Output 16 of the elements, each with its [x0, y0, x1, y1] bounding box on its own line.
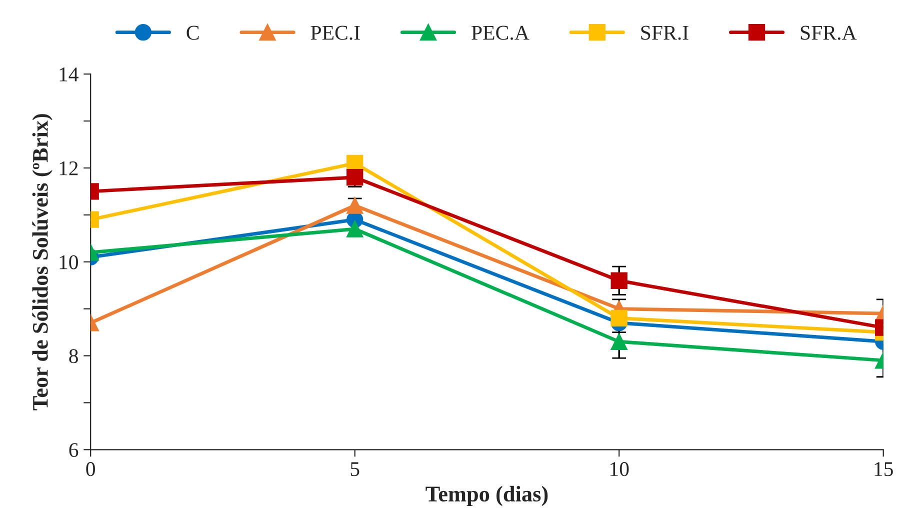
x-tick-label: 15 — [874, 462, 893, 476]
legend-label: SFR.A — [800, 26, 857, 40]
y-tick-label: 10 — [60, 255, 78, 270]
x-tick-label: 10 — [610, 462, 629, 476]
y-tick-label: 8 — [69, 349, 78, 364]
x-axis-title: Tempo (dias) — [426, 486, 548, 506]
y-tick-label: 6 — [69, 443, 78, 458]
x-tick-label: 0 — [86, 462, 96, 476]
y-tick-label: 12 — [60, 161, 78, 176]
legend-label: C — [186, 26, 199, 40]
legend-label: PEC.I — [310, 26, 360, 40]
y-axis-title: Teor de Sólidos Solúveis (ºBrix) — [32, 114, 52, 410]
legend-label: PEC.A — [472, 26, 530, 40]
x-tick-label: 5 — [350, 462, 360, 476]
y-tick-label: 14 — [60, 68, 78, 82]
legend-label: SFR.I — [641, 26, 688, 40]
